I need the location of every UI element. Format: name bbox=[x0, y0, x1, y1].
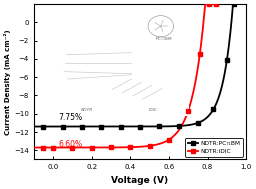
Legend: NDTR:PC₇₁BM, NDTR:IDIC: NDTR:PC₇₁BM, NDTR:IDIC bbox=[185, 138, 243, 156]
Text: 6.60%: 6.60% bbox=[59, 140, 83, 149]
Y-axis label: Current Density (mA cm⁻²): Current Density (mA cm⁻²) bbox=[4, 29, 11, 135]
X-axis label: Voltage (V): Voltage (V) bbox=[111, 176, 168, 185]
Text: 7.75%: 7.75% bbox=[59, 113, 83, 122]
